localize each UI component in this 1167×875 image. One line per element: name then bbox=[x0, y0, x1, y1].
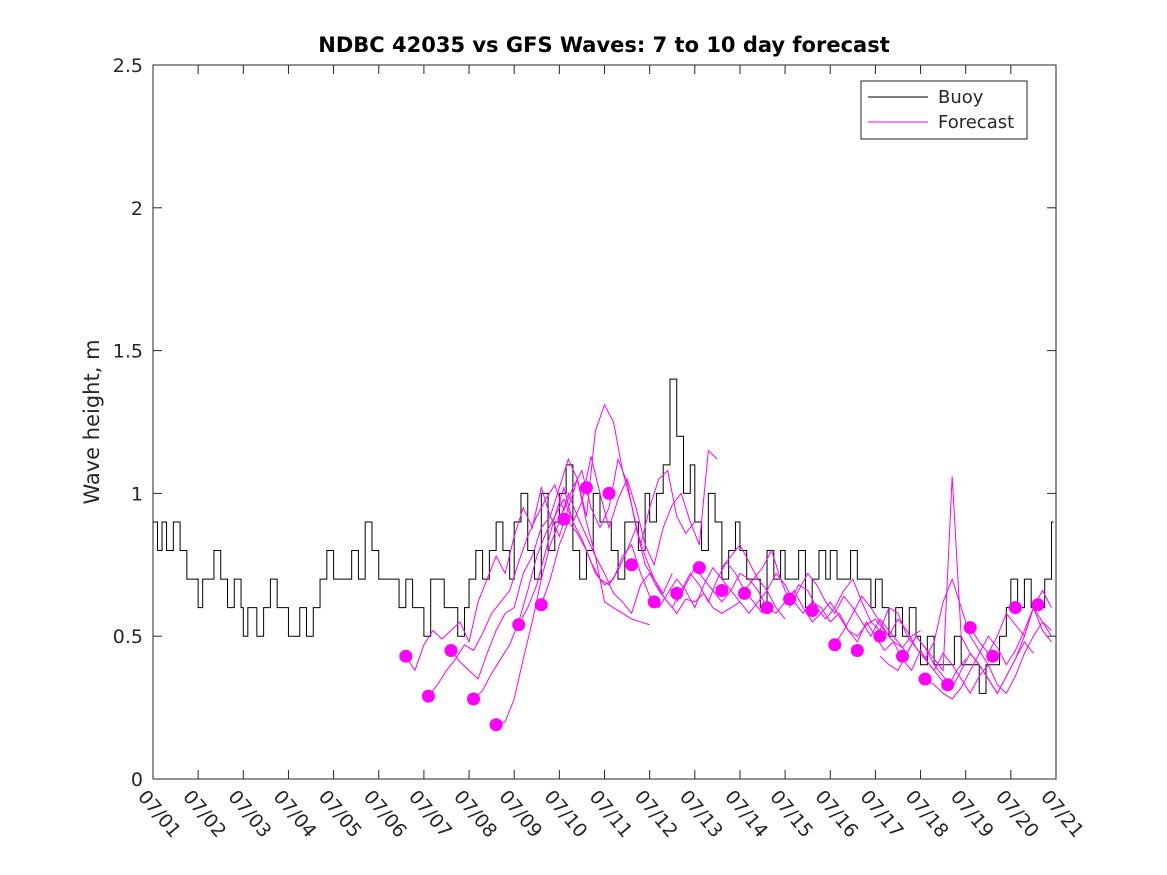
y-tick-label: 1.5 bbox=[113, 341, 143, 363]
legend-label-buoy: Buoy bbox=[938, 87, 984, 108]
forecast-point bbox=[467, 692, 481, 706]
forecast-series-line bbox=[676, 566, 921, 649]
forecast-point bbox=[421, 689, 435, 703]
forecast-point bbox=[760, 601, 774, 615]
forecast-point bbox=[715, 584, 729, 598]
forecast-series-line bbox=[473, 449, 718, 700]
buoy-series-line bbox=[153, 378, 1054, 694]
forecast-point bbox=[444, 643, 458, 657]
forecast-point bbox=[557, 512, 571, 526]
y-tick-label: 0 bbox=[131, 769, 143, 791]
forecast-series-line bbox=[924, 606, 1052, 700]
forecast-point bbox=[737, 586, 751, 600]
forecast-point bbox=[399, 649, 413, 663]
y-tick-label: 2 bbox=[131, 198, 143, 220]
forecast-point bbox=[873, 629, 887, 643]
forecast-point bbox=[895, 649, 909, 663]
forecast-point bbox=[647, 595, 661, 609]
forecast-point bbox=[918, 672, 932, 686]
y-tick-label: 0.5 bbox=[113, 626, 143, 648]
series-layer bbox=[153, 378, 1054, 726]
chart-title: NDBC 42035 vs GFS Waves: 7 to 10 day for… bbox=[318, 33, 889, 57]
forecast-point bbox=[579, 481, 593, 495]
forecast-point bbox=[512, 618, 526, 632]
forecast-point bbox=[692, 561, 706, 575]
forecast-series-line bbox=[540, 520, 786, 620]
forecast-point bbox=[783, 592, 797, 606]
forecast-point bbox=[602, 486, 616, 500]
forecast-point bbox=[670, 586, 684, 600]
forecast-series-line bbox=[721, 543, 967, 689]
forecast-point bbox=[1008, 601, 1022, 615]
forecast-point bbox=[489, 718, 503, 732]
forecast-point bbox=[625, 558, 639, 572]
legend-box bbox=[860, 80, 1028, 140]
forecast-point bbox=[986, 649, 1000, 663]
y-axis-ticks: 0 0.5 1 1.5 2 2.5 bbox=[113, 55, 1056, 791]
forecast-point bbox=[1031, 598, 1045, 612]
forecast-series-line bbox=[450, 403, 696, 680]
forecast-point bbox=[828, 638, 842, 652]
forecast-point bbox=[805, 603, 819, 617]
y-axis-label: Wave height, m bbox=[80, 339, 104, 504]
forecast-point bbox=[963, 621, 977, 635]
forecast-points bbox=[399, 481, 1045, 732]
forecast-series-line bbox=[518, 497, 763, 626]
forecast-point bbox=[941, 678, 955, 692]
forecast-point bbox=[534, 598, 548, 612]
plot-area: 00.511.522.5 07/0107/0207/0307/0407/0507… bbox=[113, 55, 1088, 842]
legend-label-forecast: Forecast bbox=[938, 112, 1014, 133]
forecast-series-line bbox=[879, 606, 1052, 695]
y-tick-label: 1 bbox=[131, 483, 143, 505]
forecast-point bbox=[850, 643, 864, 657]
y-tick-label: 2.5 bbox=[113, 55, 143, 77]
forecast-series-line bbox=[405, 477, 650, 672]
forecast-series-line bbox=[834, 577, 1052, 695]
forecast-series-line bbox=[744, 549, 989, 695]
axes-box bbox=[152, 64, 1057, 780]
legend: Buoy Forecast bbox=[860, 80, 1028, 140]
